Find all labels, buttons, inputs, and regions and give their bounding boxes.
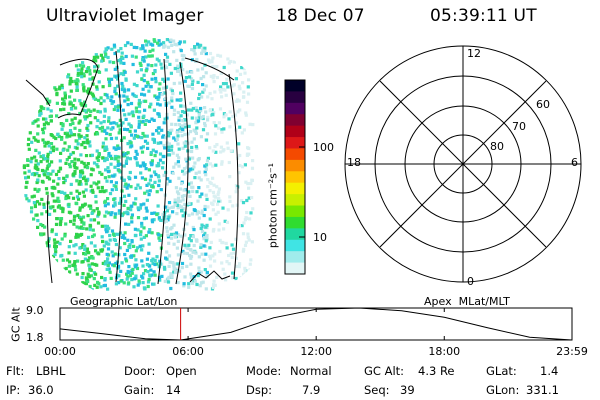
colorbar-band <box>285 80 305 92</box>
timeline-xtick-label: 12:00 <box>300 345 333 358</box>
mlt-label-12: 12 <box>467 47 481 60</box>
colorbar-band <box>285 239 305 252</box>
timeline-xtick-label: 00:00 <box>44 345 76 358</box>
latitude-line <box>184 57 235 81</box>
mlt-label-18: 18 <box>347 156 361 169</box>
seq-label: Seq: <box>364 383 390 397</box>
longitude-line <box>175 61 189 285</box>
colorbar-band <box>285 159 305 172</box>
timeline-ytick-min: 1.8 <box>26 331 44 344</box>
mlt-label-6: 6 <box>571 156 578 169</box>
coastline <box>189 270 231 283</box>
altitude-curve <box>59 307 573 341</box>
lat-label-70: 70 <box>512 120 526 133</box>
gain-label: Gain: <box>124 383 155 397</box>
timeline-xtick-label: 06:00 <box>172 345 204 358</box>
colorbar-band <box>285 137 305 149</box>
app-title: Ultraviolet Imager <box>46 6 204 26</box>
mlt-label-0: 0 <box>467 275 474 288</box>
time-display: 05:39:11 UT <box>430 6 537 26</box>
mode-value: Normal <box>290 364 332 378</box>
colorbar-band <box>285 102 305 115</box>
longitude-line <box>47 194 53 284</box>
timeline-frame <box>59 307 573 341</box>
longitude-line <box>157 58 168 285</box>
colorbar-band <box>285 91 305 104</box>
ip-label: IP: <box>6 383 21 397</box>
polar-label: Apex MLat/MLT <box>424 295 510 308</box>
mlt-diagonal <box>379 80 547 248</box>
gain-value: 14 <box>166 383 181 397</box>
dsp-value: 7.9 <box>302 383 321 397</box>
longitude-line <box>228 73 239 280</box>
timeline-xtick-label: 23:59 <box>556 345 588 358</box>
seq-value: 39 <box>400 383 415 397</box>
colorbar-band <box>285 171 305 184</box>
glon-value: 331.1 <box>526 383 559 397</box>
colorbar-band <box>285 216 305 229</box>
lat-label-80: 80 <box>490 140 504 153</box>
door-value: Open <box>166 364 197 378</box>
lat-label-60: 60 <box>536 98 550 111</box>
colorbar-band <box>285 125 305 138</box>
flt-label: Flt: <box>6 364 25 378</box>
gcalt-label: GC Alt: <box>364 364 405 378</box>
glat-value: 1.4 <box>540 364 559 378</box>
timeline-xtick-label: 18:00 <box>428 345 461 358</box>
dsp-label: Dsp: <box>246 383 273 397</box>
colorbar-band <box>285 194 305 207</box>
colorbar-band <box>285 228 305 241</box>
colorbar-band <box>285 251 305 264</box>
timeline-ylabel: GC Alt <box>9 307 23 342</box>
glon-label: GLon: <box>486 383 520 397</box>
colorbar-band <box>285 262 305 275</box>
coastline <box>57 58 99 119</box>
longitude-line <box>115 50 123 283</box>
timeline-ytick-max: 9.0 <box>26 304 44 317</box>
colorbar-band <box>285 148 305 161</box>
colorbar-tick-100: 100 <box>313 141 334 154</box>
mode-label: Mode: <box>246 364 282 378</box>
colorbar-band <box>285 114 305 127</box>
ip-value: 36.0 <box>28 383 54 397</box>
colorbar-tick-10: 10 <box>313 231 327 244</box>
door-label: Door: <box>124 364 156 378</box>
coastline <box>25 79 51 107</box>
date-display: 18 Dec 07 <box>276 6 365 26</box>
flt-value: LBHL <box>36 364 66 378</box>
gcalt-value: 4.3 Re <box>418 364 455 378</box>
glat-label: GLat: <box>486 364 517 378</box>
colorbar-band <box>285 182 305 195</box>
colorbar-band <box>285 205 305 218</box>
globe-label: Geographic Lat/Lon <box>70 295 178 308</box>
geographic-grid <box>25 50 239 285</box>
